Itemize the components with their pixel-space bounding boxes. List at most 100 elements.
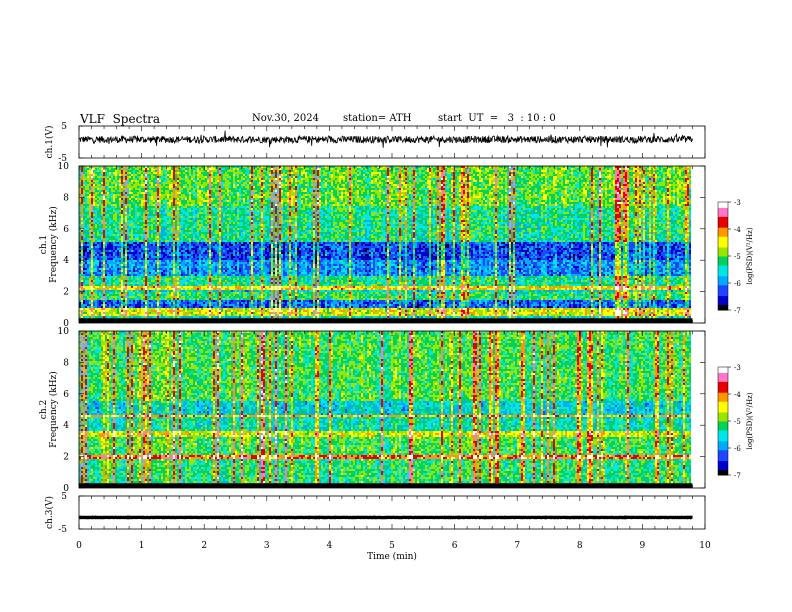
spectrogram-cell xyxy=(211,168,213,170)
spectrogram-cell xyxy=(319,170,321,172)
spectrogram-cell xyxy=(239,172,241,174)
spectrogram-cell xyxy=(253,170,255,172)
spectrogram-cell xyxy=(273,170,275,172)
spectrogram-cell xyxy=(585,168,587,170)
spectrogram-cell xyxy=(643,170,645,172)
spectrogram-cell xyxy=(597,168,599,170)
spectrogram-cell xyxy=(235,168,237,170)
spectrogram-cell xyxy=(231,170,233,172)
spectrogram-cell xyxy=(267,168,269,170)
spectrogram-cell xyxy=(471,170,473,172)
spectrogram-cell xyxy=(445,168,447,170)
spectrogram-cell xyxy=(613,170,615,172)
spectrogram-cell xyxy=(583,168,585,170)
spectrogram-cell xyxy=(661,168,663,170)
spectrogram-cell xyxy=(95,170,97,172)
spectrogram-cell xyxy=(147,172,149,174)
spectrogram-cell xyxy=(345,170,347,172)
spectrogram-cell xyxy=(527,170,529,172)
spectrogram-cell xyxy=(261,172,263,174)
spectrogram-cell xyxy=(293,170,295,172)
spectrogram-cell xyxy=(459,170,461,172)
spectrogram-cell xyxy=(183,172,185,174)
spectrogram-cell xyxy=(323,168,325,170)
spectrogram-cell xyxy=(669,170,671,172)
spectrogram-cell xyxy=(397,168,399,170)
spectrogram-cell xyxy=(263,172,265,174)
spectrogram-cell xyxy=(559,170,561,172)
spectrogram-cell xyxy=(349,168,351,170)
spectrogram-cell xyxy=(269,172,271,174)
spectrogram-cell xyxy=(665,168,667,170)
spectrogram-cell xyxy=(481,170,483,172)
spectrogram-cell xyxy=(339,168,341,170)
spectrogram-cell xyxy=(209,172,211,174)
spectrogram-cell xyxy=(647,168,649,170)
vlf-figure: 5-5ch.1(V) 0246810ch.1 Frequency (kHz) 02… xyxy=(0,0,792,612)
spectrogram-cell xyxy=(455,168,457,170)
spectrogram-cell xyxy=(181,170,183,172)
spectrogram-cell xyxy=(421,170,423,172)
spectrogram-cell xyxy=(457,170,459,172)
spectrogram-cell xyxy=(589,168,591,170)
spectrogram-cell xyxy=(515,170,517,172)
spectrogram-cell xyxy=(273,168,275,170)
spectrogram-cell xyxy=(469,170,471,172)
spectrogram-cell xyxy=(299,168,301,170)
spectrogram-cell xyxy=(205,172,207,174)
spectrogram-cell xyxy=(99,170,101,172)
spectrogram-cell xyxy=(245,168,247,170)
spectrogram-cell xyxy=(331,170,333,172)
spectrogram-cell xyxy=(461,170,463,172)
spectrogram-cell xyxy=(309,168,311,170)
spectrogram-cell xyxy=(523,168,525,170)
spectrogram-cell xyxy=(317,168,319,170)
spectrogram-cell xyxy=(491,170,493,172)
spectrogram-cell xyxy=(363,168,365,170)
spectrogram-cell xyxy=(551,168,553,170)
spectrogram-cell xyxy=(501,168,503,170)
spectrogram-cell xyxy=(565,170,567,172)
spectrogram-cell xyxy=(609,170,611,172)
spectrogram-cell xyxy=(207,172,209,174)
spectrogram-cell xyxy=(373,170,375,172)
spectrogram-cell xyxy=(177,168,179,170)
spectrogram-cell xyxy=(301,170,303,172)
spectrogram-cell xyxy=(271,172,273,174)
spectrogram-cell xyxy=(253,172,255,174)
spectrogram-cell xyxy=(541,170,543,172)
spectrogram-cell xyxy=(271,170,273,172)
spectrogram-cell xyxy=(135,168,137,170)
spectrogram-cell xyxy=(221,170,223,172)
spectrogram-cell xyxy=(143,168,145,170)
spectrogram-cell xyxy=(249,172,251,174)
spectrogram-cell xyxy=(237,170,239,172)
spectrogram-cell xyxy=(515,168,517,170)
spectrogram-cell xyxy=(511,170,513,172)
spectrogram-cell xyxy=(593,170,595,172)
spectrogram-cell xyxy=(123,168,125,170)
spectrogram-cell xyxy=(335,168,337,170)
spectrogram-cell xyxy=(581,170,583,172)
spectrogram-cell xyxy=(371,170,373,172)
spectrogram-cell xyxy=(231,168,233,170)
spectrogram-cell xyxy=(163,170,165,172)
spectrogram-cell xyxy=(475,168,477,170)
spectrogram-cell xyxy=(273,172,275,174)
spectrogram-cell xyxy=(123,172,125,174)
spectrogram-cell xyxy=(297,170,299,172)
spectrogram-cell xyxy=(667,170,669,172)
y-axis-label: ch.1(V) xyxy=(44,126,55,159)
spectrogram-cell xyxy=(623,168,625,170)
spectrogram-cell xyxy=(169,170,171,172)
spectrogram-cell xyxy=(423,168,425,170)
spectrogram-cell xyxy=(619,170,621,172)
spectrogram-cell xyxy=(217,170,219,172)
spectrogram-cell xyxy=(123,170,125,172)
spectrogram-cell xyxy=(97,172,99,174)
spectrogram-cell xyxy=(131,172,133,174)
spectrogram-cell xyxy=(189,170,191,172)
spectrogram-cell xyxy=(413,168,415,170)
spectrogram-cell xyxy=(401,170,403,172)
spectrogram-cell xyxy=(351,168,353,170)
